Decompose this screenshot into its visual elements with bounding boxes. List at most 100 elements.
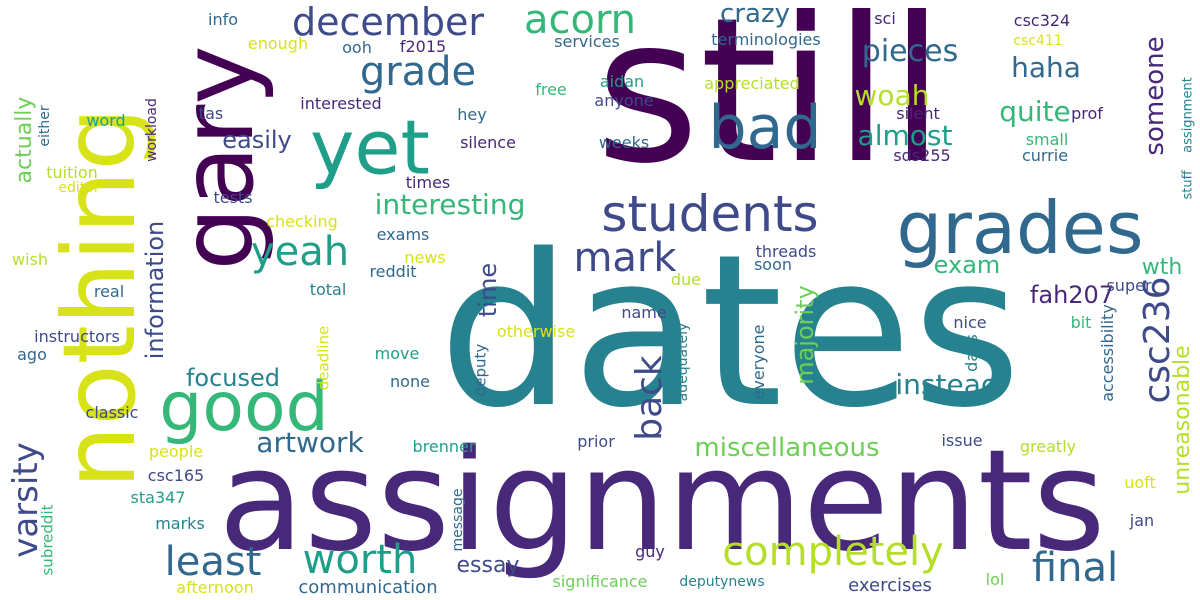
word-worth: worth [302,537,418,583]
word-due: due [670,270,702,289]
word-final: final [1031,545,1119,591]
word-majority: majority [791,285,819,385]
word-threads: threads [755,242,817,261]
word-news: news [404,248,446,267]
word-instructors: instructors [34,327,120,346]
word-acorn: acorn [523,0,637,43]
word-move: move [374,344,420,363]
word-people: people [148,442,204,461]
word-bad: bad [708,93,822,163]
word-fah207: fah207 [1029,281,1115,309]
word-csc411: csc411 [1013,33,1063,49]
word-interested: interested [300,94,382,113]
word-quite: quite [999,95,1071,128]
word-communication: communication [298,577,438,598]
word-lol: lol [985,570,1005,589]
word-adequately: adequately [675,322,691,402]
word-significance: significance [552,572,648,591]
word-reddit: reddit [369,262,417,281]
word-woah: woah [854,79,930,112]
word-times: times [405,173,451,192]
word-deadline: deadline [314,325,333,391]
word-free: free [535,80,567,99]
word-pieces: pieces [861,34,959,69]
word-soon: soon [753,255,793,274]
word-haha: haha [1011,51,1081,84]
word-bit: bit [1070,313,1092,332]
word-least: least [164,539,262,585]
word-editor: editor [58,180,100,196]
word-sci: sci [874,9,896,28]
word-prof: prof [1071,104,1103,123]
word-subreddit: subreddit [38,504,57,576]
word-actually: actually [12,96,37,184]
word-sta347: sta347 [130,488,186,507]
word-crazy: crazy [720,0,790,29]
word-everyone: everyone [749,324,768,400]
word-tas: tas [198,104,224,123]
word-either: either [37,105,53,147]
word-still: still [595,0,945,208]
word-yeah: yeah [250,229,350,275]
word-time: time [474,262,502,318]
word-csc324: csc324 [1013,11,1071,30]
word-word: word [86,111,126,130]
word-info: info [207,10,239,29]
word-assignment: assignment [1180,77,1196,153]
word-interesting: interesting [374,188,526,221]
word-miscellaneous: miscellaneous [694,433,880,463]
word-total: total [309,280,347,299]
word-grades: grades [896,186,1144,270]
word-exam: exam [933,251,1001,279]
word-classic: classic [85,403,139,422]
word-greatly: greatly [1019,437,1077,456]
word-deputynews: deputynews [679,574,765,590]
word-days: days [962,334,981,372]
word-back: back [629,355,670,441]
word-silence: silence [460,133,516,152]
word-appreciated: appreciated [704,74,800,93]
word-checking: checking [266,212,338,231]
word-ooh: ooh [342,38,372,57]
word-enough: enough [247,34,309,53]
word-focused: focused [185,364,281,392]
word-issue: issue [941,431,983,450]
word-guy: guy [635,542,665,561]
word-someone: someone [1140,36,1170,156]
word-instead: instead [895,368,999,401]
word-terminologies: terminologies [711,30,821,49]
word-accessibility: accessibility [1098,304,1117,402]
word-exercises: exercises [848,575,932,596]
word-dates: dates [438,209,1022,454]
word-brenner: brenner [412,437,476,456]
word-stuff: stuff [1180,170,1196,200]
word-otherwise: otherwise [496,322,576,341]
word-real: real [93,282,125,301]
word-almost: almost [857,119,953,152]
word-hey: hey [457,105,487,124]
word-anyone: anyone [594,91,654,110]
word-workload: workload [144,98,160,162]
word-currie: currie [1021,146,1069,165]
word-unreasonable: unreasonable [1170,345,1195,495]
word-yet: yet [310,103,430,192]
word-message: message [450,488,466,552]
word-services: services [554,32,620,51]
word-tuition: tuition [46,163,98,182]
word-small: small [1025,130,1069,149]
word-deputy: deputy [471,343,490,397]
word-none: none [390,372,430,391]
word-prior: prior [577,432,615,451]
word-exams: exams [376,225,430,244]
word-assignments: assignments [218,420,1106,583]
word-marks: marks [155,514,205,533]
word-easily: easily [222,126,292,154]
word-ago: ago [17,345,47,364]
word-december: december [292,0,484,44]
word-wth: wth [1141,255,1183,280]
word-name: name [621,303,667,322]
word-csc165: csc165 [147,466,205,485]
word-tests: tests [213,188,253,207]
word-super: super [1106,276,1152,295]
